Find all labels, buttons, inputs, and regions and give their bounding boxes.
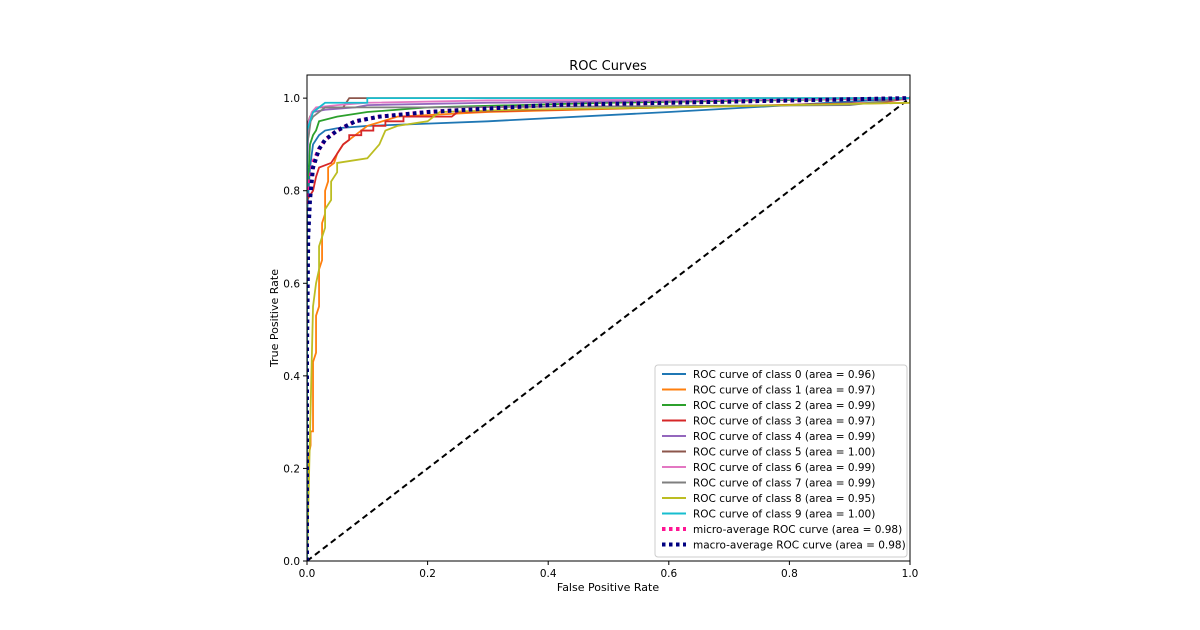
x-axis: 0.0 0.2 0.4 0.6 0.8 1.0	[299, 561, 919, 580]
x-tick-label: 0.6	[660, 568, 677, 580]
series-line-7	[307, 97, 910, 561]
legend: ROC curve of class 0 (area = 0.96) ROC cu…	[654, 364, 908, 558]
series-layer	[307, 96, 910, 561]
chart-title: ROC Curves	[569, 59, 647, 74]
y-tick-label: 0.0	[283, 556, 300, 568]
series-line-11	[307, 96, 910, 561]
x-tick-label: 0.8	[781, 568, 798, 580]
x-axis-label: False Positive Rate	[557, 581, 659, 594]
y-tick-label: 0.2	[283, 463, 300, 475]
legend-label-5: ROC curve of class 5 (area = 1.00)	[693, 447, 875, 459]
plot-area: 0.0 0.2 0.4 0.6 0.8 1.0 0.0 0.2 0.4 0.6 0.8 1.0	[283, 74, 919, 580]
chance-diagonal-line	[307, 97, 910, 561]
legend-label-6: ROC curve of class 6 (area = 0.99)	[693, 462, 875, 474]
y-tick-label: 1.0	[283, 93, 300, 105]
y-tick-label: 0.4	[283, 371, 300, 383]
y-tick-label: 0.6	[283, 278, 300, 290]
legend-box	[654, 364, 908, 558]
legend-label-7: ROC curve of class 7 (area = 0.99)	[693, 478, 875, 490]
legend-label-11: macro-average ROC curve (area = 0.98)	[693, 540, 906, 552]
plot-frame	[306, 74, 911, 562]
legend-label-3: ROC curve of class 3 (area = 0.97)	[693, 416, 875, 428]
x-tick-label: 0.0	[299, 568, 316, 580]
legend-label-8: ROC curve of class 8 (area = 0.95)	[693, 493, 875, 505]
legend-label-10: micro-average ROC curve (area = 0.98)	[693, 524, 902, 536]
legend-label-0: ROC curve of class 0 (area = 0.96)	[693, 369, 875, 381]
reference-line-layer	[307, 97, 910, 561]
legend-label-2: ROC curve of class 2 (area = 0.99)	[693, 400, 875, 412]
y-tick-label: 0.8	[283, 186, 300, 198]
legend-label-4: ROC curve of class 4 (area = 0.99)	[693, 431, 875, 443]
y-axis-label: True Positive Rate	[268, 269, 281, 368]
x-tick-label: 1.0	[902, 568, 919, 580]
series-line-9	[307, 97, 910, 561]
legend-label-9: ROC curve of class 9 (area = 1.00)	[693, 509, 875, 521]
x-tick-label: 0.4	[540, 568, 557, 580]
series-line-1	[307, 98, 910, 561]
legend-label-1: ROC curve of class 1 (area = 0.97)	[693, 385, 875, 397]
x-tick-label: 0.2	[419, 568, 436, 580]
y-axis: 0.0 0.2 0.4 0.6 0.8 1.0	[283, 93, 307, 568]
